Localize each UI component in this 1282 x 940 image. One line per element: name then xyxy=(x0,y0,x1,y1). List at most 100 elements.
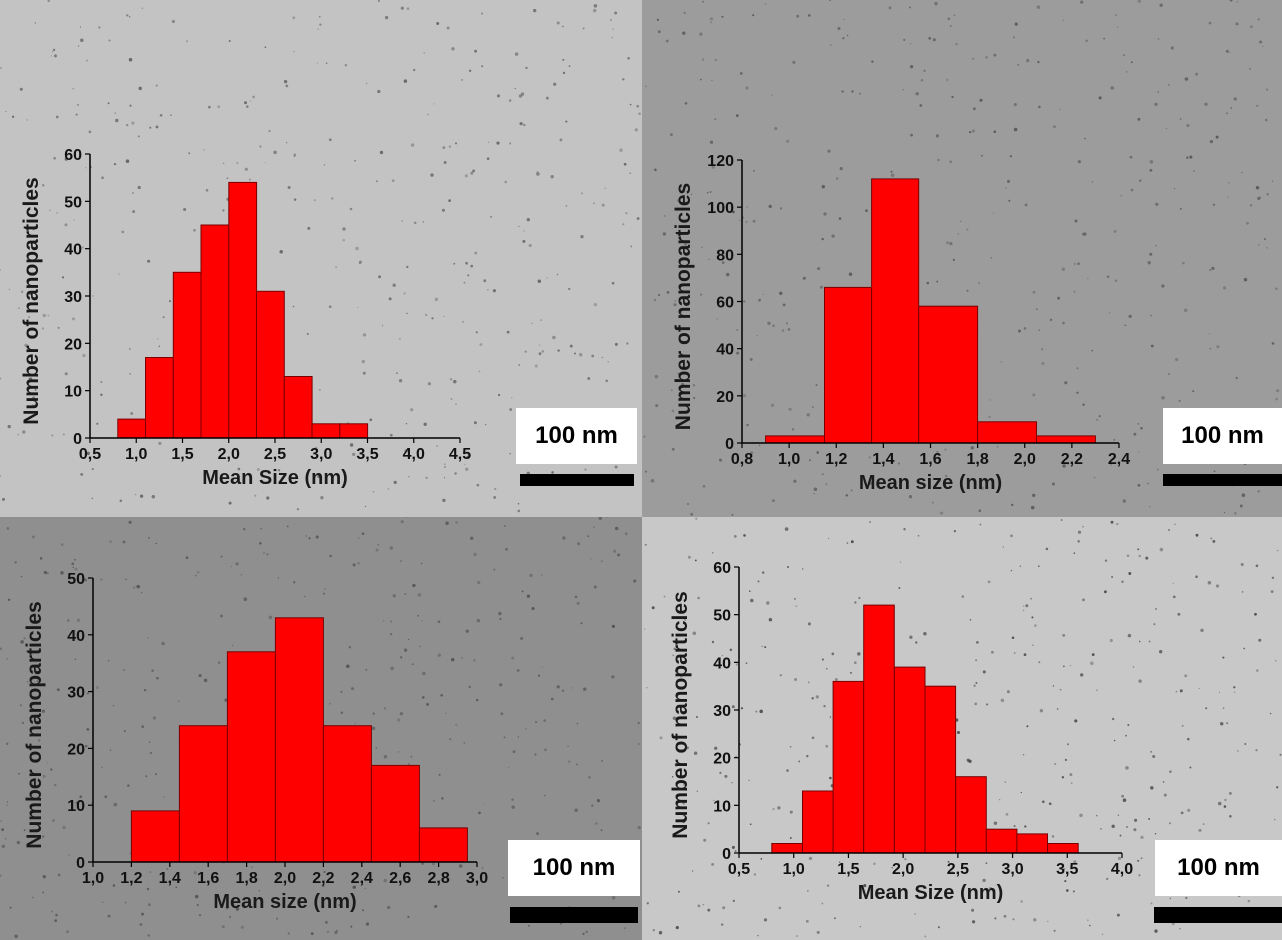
x-tick-label: 4,0 xyxy=(403,446,425,463)
histogram-chart: 0,5 1,0 1,5 2,0 2,5 3,0 3,5 4,0 4,5 0 10 20 30 40 50 60… xyxy=(20,147,471,489)
histogram-bar xyxy=(200,224,230,439)
nanoparticle-speckles xyxy=(0,0,641,513)
histogram-bar xyxy=(955,776,987,854)
y-tick-label: 100 xyxy=(707,200,734,217)
y-tick-label: 20 xyxy=(67,741,85,758)
y-tick-label: 50 xyxy=(713,608,731,625)
y-tick-label: 60 xyxy=(713,560,731,577)
x-tick-label: 1,0 xyxy=(778,451,800,468)
x-tick-label: 1,2 xyxy=(825,451,847,468)
scale-bar xyxy=(520,474,634,486)
scale-label: 100 nm xyxy=(1155,840,1282,896)
y-tick-label: 80 xyxy=(716,247,734,264)
scale-bar xyxy=(1163,474,1282,486)
histogram-bar xyxy=(871,178,920,444)
histogram-bar xyxy=(918,305,979,444)
x-tick-label: 2,2 xyxy=(312,870,334,887)
y-tick-label: 10 xyxy=(64,384,82,401)
histogram-bar xyxy=(765,435,825,444)
histogram-bar xyxy=(1016,833,1048,854)
x-tick-label: 1,5 xyxy=(171,446,193,463)
x-axis-label: Mean Size (nm) xyxy=(858,882,1004,904)
y-tick-label: 40 xyxy=(716,342,734,359)
histogram-bar xyxy=(283,376,313,439)
x-tick-label: 2,5 xyxy=(264,446,286,463)
y-tick-label: 0 xyxy=(725,436,734,453)
x-tick-label: 2,0 xyxy=(274,870,296,887)
histogram-bar xyxy=(802,790,834,854)
x-tick-label: 2,6 xyxy=(389,870,411,887)
histogram-bar xyxy=(977,421,1038,444)
y-tick-label: 40 xyxy=(64,242,82,259)
y-tick-label: 30 xyxy=(64,289,82,306)
y-tick-label: 20 xyxy=(716,389,734,406)
y-axis-label: Number of nanoparticles xyxy=(672,183,695,430)
x-tick-label: 1,0 xyxy=(125,446,147,463)
x-tick-label: 1,4 xyxy=(872,451,894,468)
x-tick-label: 3,5 xyxy=(356,446,378,463)
y-tick-label: 60 xyxy=(716,295,734,312)
x-tick-label: 3,0 xyxy=(1001,861,1023,878)
nanoparticle-speckles xyxy=(643,0,1280,516)
histogram-bar xyxy=(924,685,957,854)
scale-bar xyxy=(1154,907,1282,923)
x-tick-label: 4,5 xyxy=(449,446,471,463)
scale-label: 100 nm xyxy=(508,840,640,896)
x-tick-label: 3,0 xyxy=(466,870,488,887)
histogram-bar xyxy=(824,286,873,444)
x-tick-label: 1,0 xyxy=(783,861,805,878)
x-tick-label: 1,0 xyxy=(82,870,104,887)
scale-label: 100 nm xyxy=(516,408,637,464)
x-tick-label: 3,0 xyxy=(310,446,332,463)
x-tick-label: 2,5 xyxy=(947,861,969,878)
histogram-bar xyxy=(418,827,468,863)
tem-panel-bottom-left: 1,0 1,2 1,4 1,6 1,8 2,0 2,2 2,4 2,6 2,8 3,0 0 10 20 30… xyxy=(0,517,642,940)
histogram-bar xyxy=(256,290,285,439)
y-tick-label: 60 xyxy=(64,147,82,164)
x-tick-label: 2,8 xyxy=(427,870,449,887)
y-axis-label: Number of nanoparticles xyxy=(23,601,46,848)
histogram-bar xyxy=(228,181,258,439)
histogram-bar xyxy=(130,810,180,863)
y-tick-label: 0 xyxy=(73,431,82,448)
histogram-bar xyxy=(117,418,147,439)
y-tick-label: 30 xyxy=(67,685,85,702)
histogram-bar xyxy=(274,617,324,863)
tem-panel-top-left: 0,5 1,0 1,5 2,0 2,5 3,0 3,5 4,0 4,5 0 10 20 30 40 50 60… xyxy=(0,0,642,517)
histogram-bar xyxy=(863,604,895,854)
y-tick-label: 0 xyxy=(76,855,85,872)
x-tick-label: 2,4 xyxy=(1108,451,1130,468)
x-tick-label: 3,5 xyxy=(1056,861,1078,878)
histogram-chart: 1,0 1,2 1,4 1,6 1,8 2,0 2,2 2,4 2,6 2,8 3,0 0 10 20 30… xyxy=(23,571,488,913)
scale-label: 100 nm xyxy=(1163,408,1282,464)
histogram-bar xyxy=(832,680,865,854)
x-tick-label: 0,8 xyxy=(731,451,753,468)
x-tick-label: 2,0 xyxy=(218,446,240,463)
y-tick-label: 40 xyxy=(67,628,85,645)
y-axis-label: Number of nanoparticles xyxy=(20,177,43,424)
histogram-bar xyxy=(226,651,276,863)
scale-bar xyxy=(510,907,638,923)
x-tick-label: 0,5 xyxy=(728,861,750,878)
x-tick-label: 4,0 xyxy=(1111,861,1133,878)
histogram-chart: 0,8 1,0 1,2 1,4 1,6 1,8 2,0 2,2 2,4 0 20 40 60 80 100 1… xyxy=(672,153,1130,494)
y-tick-label: 50 xyxy=(64,194,82,211)
x-tick-label: 2,0 xyxy=(1014,451,1036,468)
x-axis-label: Mean size (nm) xyxy=(859,472,1002,494)
x-tick-label: 1,6 xyxy=(197,870,219,887)
x-axis-label: Mean Size (nm) xyxy=(202,467,348,489)
x-tick-label: 1,2 xyxy=(120,870,142,887)
x-tick-label: 1,6 xyxy=(919,451,941,468)
y-tick-label: 20 xyxy=(713,751,731,768)
x-tick-label: 1,8 xyxy=(235,870,257,887)
y-axis-label: Number of nanoparticles xyxy=(669,591,692,838)
histogram-bar xyxy=(339,423,369,439)
histogram-bar xyxy=(311,423,341,439)
tem-panel-top-right: 0,8 1,0 1,2 1,4 1,6 1,8 2,0 2,2 2,4 0 20 40 60 80 100 1… xyxy=(642,0,1282,517)
histogram-bar xyxy=(370,764,420,863)
x-tick-label: 2,4 xyxy=(351,870,373,887)
histogram-bar xyxy=(322,725,372,863)
y-tick-label: 120 xyxy=(707,153,734,170)
y-tick-label: 20 xyxy=(64,336,82,353)
